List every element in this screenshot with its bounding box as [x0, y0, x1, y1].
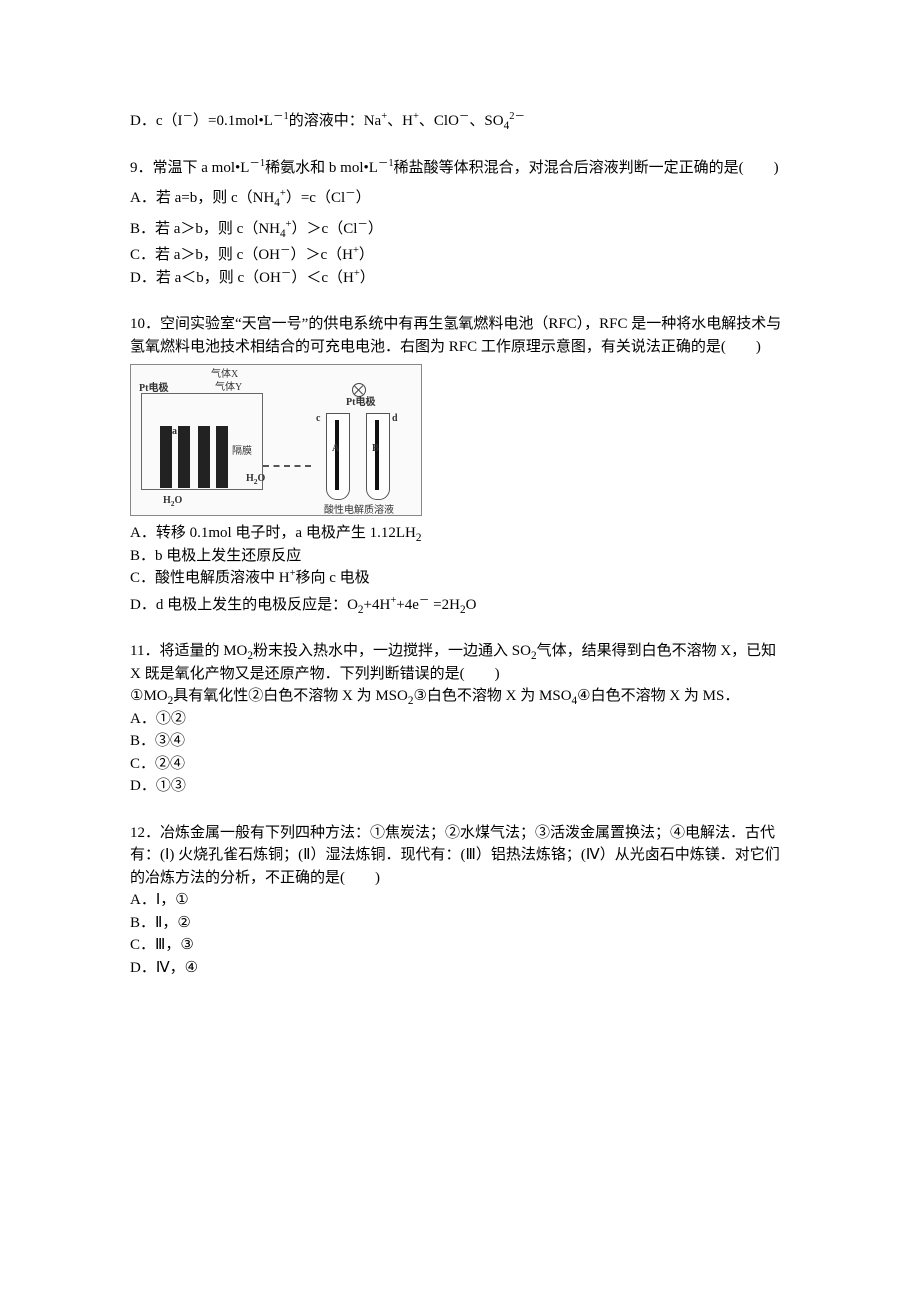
fig-electrode-bar — [198, 426, 210, 488]
q12: 12．冶炼金属一般有下列四种方法：①焦炭法；②水煤气法；③活泼金属置换法；④电解… — [130, 822, 790, 980]
q9-option-d: D．若 a＜b，则 c（OH－）＜c（H+） — [130, 267, 790, 290]
q12-option-c: C．Ⅲ，③ — [130, 934, 790, 957]
q10-option-a: A．转移 0.1mol 电子时，a 电极产生 1.12LH2 — [130, 522, 790, 545]
fig-b-label: B — [372, 441, 379, 456]
fig-fuel-cell: Pt电极 c d A B 酸性电解质溶液 — [316, 393, 406, 488]
q9: 9．常温下 a mol•L－1稀氨水和 b mol•L－1稀盐酸等体积混合，对混… — [130, 157, 790, 290]
q8-option-d: D．c（I－）=0.1mol•L－1的溶液中：Na+、H+、ClO－、SO42－ — [130, 110, 790, 133]
fig-electrolyte-label: 酸性电解质溶液 — [324, 503, 394, 518]
q10-option-b: B．b 电极上发生还原反应 — [130, 545, 790, 568]
q11-option-b: B．③④ — [130, 730, 790, 753]
fig-h2o-label-right: H2O — [246, 471, 265, 486]
fig-a-label: A — [332, 441, 339, 456]
q9-option-a: A．若 a=b，则 c（NH4+）=c（Cl－） — [130, 187, 790, 210]
q10-option-c: C．酸性电解质溶液中 H+移向 c 电极 — [130, 567, 790, 590]
fig-electrode-bar — [178, 426, 190, 488]
q10-option-d: D．d 电极上发生的电极反应是：O2+4H++4e－ =2H2O — [130, 594, 790, 617]
fig-c-label: c — [316, 411, 320, 426]
fig-tube-b — [366, 413, 390, 500]
fig-connector — [263, 465, 311, 467]
q12-option-d: D．Ⅳ，④ — [130, 957, 790, 980]
q11: 11．将适量的 MO2粉末投入热水中，一边搅拌，一边通入 SO2气体，结果得到白… — [130, 640, 790, 798]
q11-option-d: D．①③ — [130, 775, 790, 798]
q12-option-a: A．Ⅰ，① — [130, 889, 790, 912]
exam-page: D．c（I－）=0.1mol•L－1的溶液中：Na+、H+、ClO－、SO42－… — [0, 0, 920, 1302]
q11-option-a: A．①② — [130, 708, 790, 731]
fig-electrolyzer: a b 隔膜 — [141, 393, 263, 490]
q12-stem: 12．冶炼金属一般有下列四种方法：①焦炭法；②水煤气法；③活泼金属置换法；④电解… — [130, 822, 790, 890]
fig-pt-right-label: Pt电极 — [346, 395, 375, 410]
fig-membrane-label: 隔膜 — [232, 444, 252, 459]
fig-electrode-bar — [216, 426, 228, 488]
q10-figure: 气体X 气体Y Pt电极 a b 隔膜 H2O H2O Pt电极 c d — [130, 364, 422, 516]
q11-stem-1: 11．将适量的 MO2粉末投入热水中，一边搅拌，一边通入 SO2气体，结果得到白… — [130, 640, 790, 685]
q10: 10．空间实验室“天宫一号”的供电系统中有再生氢氧燃料电池（RFC），RFC 是… — [130, 313, 790, 616]
q12-option-b: B．Ⅱ，② — [130, 912, 790, 935]
fig-tube-a — [326, 413, 350, 500]
fig-electrode-bar — [160, 426, 172, 488]
fig-h2o-label-left: H2O — [163, 493, 182, 508]
q9-option-c: C．若 a＞b，则 c（OH－）＞c（H+） — [130, 244, 790, 267]
q10-stem: 10．空间实验室“天宫一号”的供电系统中有再生氢氧燃料电池（RFC），RFC 是… — [130, 313, 790, 358]
q11-option-c: C．②④ — [130, 753, 790, 776]
q9-stem: 9．常温下 a mol•L－1稀氨水和 b mol•L－1稀盐酸等体积混合，对混… — [130, 157, 790, 180]
fig-d-label: d — [392, 411, 398, 426]
q11-stem-2: ①MO2具有氧化性②白色不溶物 X 为 MSO2③白色不溶物 X 为 MSO4④… — [130, 685, 790, 708]
q9-option-b: B．若 a＞b，则 c（NH4+）＞c（Cl－） — [130, 218, 790, 241]
